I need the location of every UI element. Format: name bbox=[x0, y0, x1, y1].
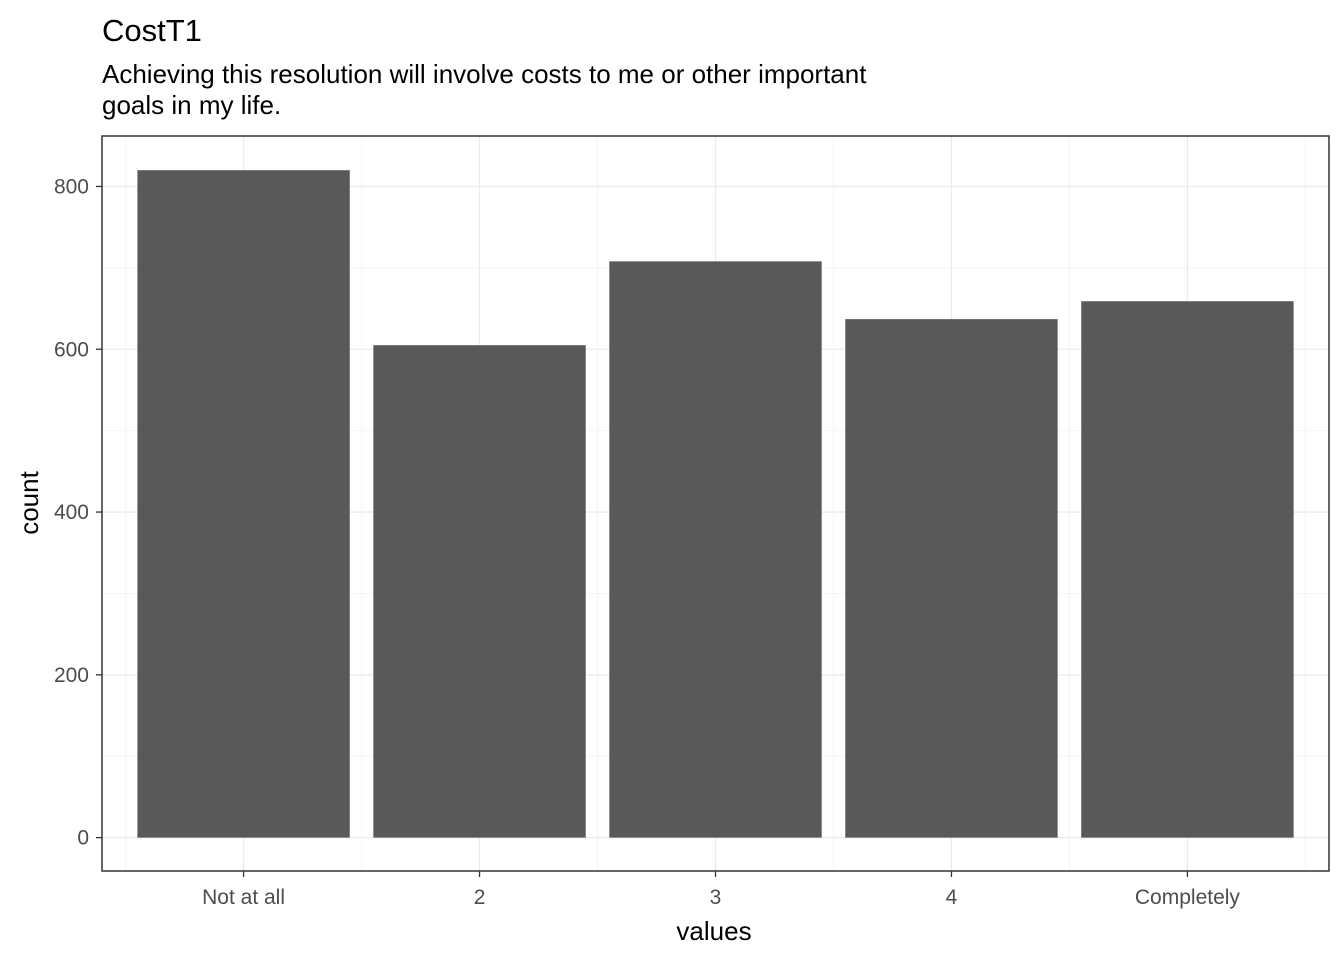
x-tick-label: 3 bbox=[710, 886, 722, 909]
y-tick-label: 200 bbox=[54, 664, 89, 687]
bars bbox=[137, 170, 1294, 838]
x-tick-label: 2 bbox=[474, 886, 486, 909]
y-tick-label: 0 bbox=[77, 827, 89, 850]
chart-subtitle-line-1: Achieving this resolution will involve c… bbox=[102, 59, 867, 89]
x-tick-label: Not at all bbox=[202, 886, 285, 909]
y-axis-title: count bbox=[14, 470, 44, 534]
bar bbox=[1081, 301, 1294, 838]
y-tick-label: 800 bbox=[54, 175, 89, 198]
x-axis: Not at all 2 3 4 Completely bbox=[202, 871, 1240, 909]
bar bbox=[137, 170, 350, 838]
x-tick-label: 4 bbox=[946, 886, 958, 909]
x-axis-title: values bbox=[676, 916, 751, 946]
y-tick-label: 600 bbox=[54, 338, 89, 361]
bar bbox=[609, 261, 822, 838]
y-axis: 0 200 400 600 800 bbox=[54, 175, 102, 850]
x-tick-label: Completely bbox=[1135, 886, 1241, 909]
y-tick-label: 400 bbox=[54, 501, 89, 524]
bar bbox=[845, 319, 1058, 838]
chart-subtitle-line-2: goals in my life. bbox=[102, 90, 281, 120]
bar bbox=[373, 345, 586, 838]
chart-title: CostT1 bbox=[102, 13, 202, 48]
